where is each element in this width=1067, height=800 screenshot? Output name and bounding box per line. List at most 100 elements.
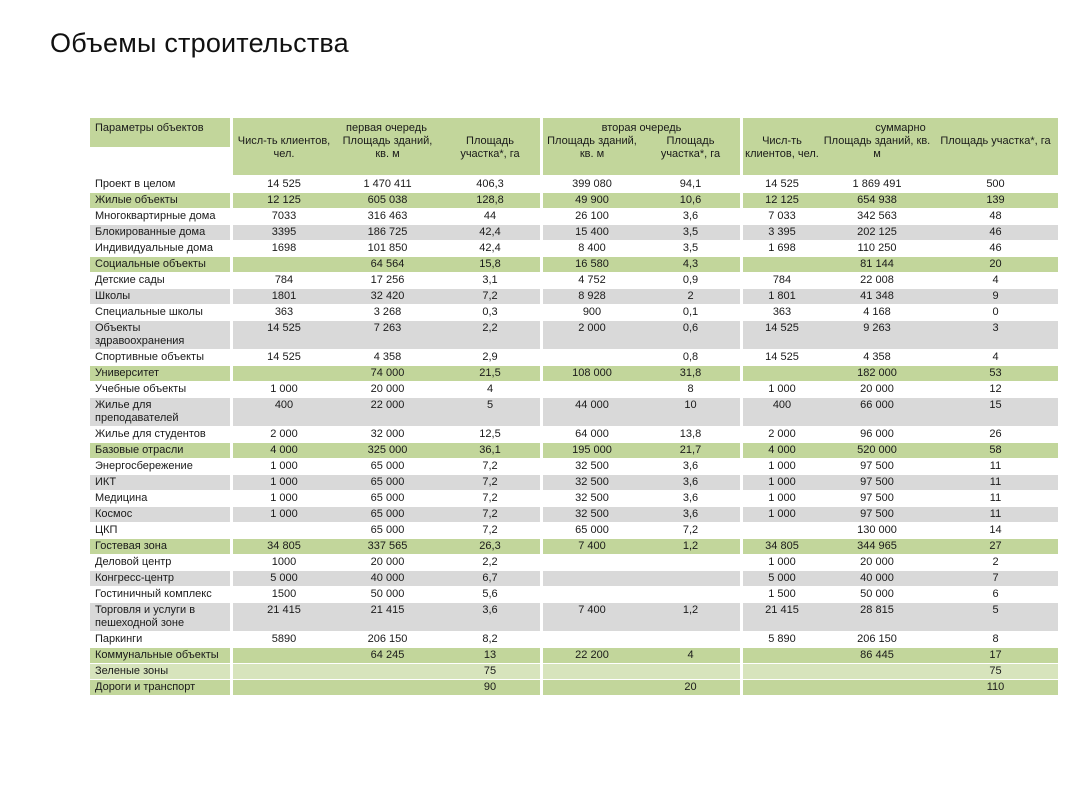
row-label: Блокированные дома <box>90 225 230 240</box>
cell: 182 000 <box>857 367 897 379</box>
cell: 22 000 <box>370 399 405 411</box>
cell: 50 000 <box>860 588 894 600</box>
cell: 1 000 <box>768 556 796 568</box>
cell: 32 500 <box>575 508 609 520</box>
row-group-segment: 65 000 7,2 <box>233 523 540 538</box>
cell: 48 <box>989 210 1002 222</box>
row-label: Деловой центр <box>90 555 230 570</box>
row-group-segment: 3 395 202 125 46 <box>743 225 1058 240</box>
table-row: Многоквартирные дома 7033 316 463 44 26 100 3… <box>90 209 1058 224</box>
cell <box>233 680 335 695</box>
cell: 7,2 <box>682 524 699 536</box>
group-header: первая очередь Числ-ть клиентов, чел. Площ… <box>233 118 540 175</box>
cell: 42,4 <box>479 242 501 254</box>
cell: 7,2 <box>482 476 498 488</box>
cell: 10,6 <box>679 194 702 206</box>
cell: 86 445 <box>860 649 894 661</box>
cell: 7,2 <box>482 460 498 472</box>
row-group-segment: 130 000 14 <box>743 523 1058 538</box>
cell: 316 463 <box>367 210 408 222</box>
cell: 44 000 <box>575 399 609 411</box>
cell: 0 <box>992 306 999 318</box>
group-title: первая очередь <box>346 122 427 134</box>
row-group-segment: 64 245 13 <box>233 648 540 663</box>
cell: 1 801 <box>768 290 796 302</box>
row-group-segment: 1 000 65 000 7,2 <box>233 507 540 522</box>
cell <box>641 587 740 602</box>
table-row: Гостиничный комплекс 1500 50 000 5,6 1 500 50… <box>90 587 1058 602</box>
cell: 3,5 <box>682 226 699 238</box>
cell: 3 395 <box>768 226 796 238</box>
row-label: ИКТ <box>90 475 230 490</box>
row-group-segment: 3395 186 725 42,4 <box>233 225 540 240</box>
row-group-segment: 75 <box>233 664 540 679</box>
cell: 4 168 <box>863 306 891 318</box>
cell: 8,2 <box>482 633 498 645</box>
cell <box>743 366 821 381</box>
row-label: Жилые объекты <box>90 193 230 208</box>
cell: 12 125 <box>765 194 799 206</box>
cell: 1,2 <box>682 604 699 616</box>
cell: 1698 <box>271 242 297 254</box>
row-group-segment: 12 125 605 038 128,8 <box>233 193 540 208</box>
cell: 65 000 <box>370 508 405 520</box>
row-group-segment: 21 415 28 815 5 <box>743 603 1058 631</box>
cell: 325 000 <box>367 444 408 456</box>
cell: 1 869 491 <box>852 178 902 190</box>
row-label: Гостевая зона <box>90 539 230 554</box>
cell: 6 <box>992 588 999 600</box>
cell: 206 150 <box>367 633 408 645</box>
row-group-segment: 32 500 3,6 <box>543 491 740 506</box>
cell: 1000 <box>271 556 297 568</box>
cell: 4 000 <box>270 444 298 456</box>
row-group-segment: 49 900 10,6 <box>543 193 740 208</box>
cell: 21,7 <box>679 444 702 456</box>
cell: 32 420 <box>370 290 405 302</box>
cell: 65 000 <box>575 524 609 536</box>
cell: 3,6 <box>682 476 699 488</box>
row-group-segment: 26 100 3,6 <box>543 209 740 224</box>
row-group-segment: 1 000 20 000 4 <box>233 382 540 397</box>
cell: 5 000 <box>768 572 796 584</box>
cell: 16 580 <box>575 258 609 270</box>
cell <box>543 555 641 570</box>
row-group-segment: 90 <box>233 680 540 695</box>
table-row: Жилье для преподавателей 400 22 000 5 44 000… <box>90 398 1058 426</box>
cell: 1 000 <box>270 492 298 504</box>
row-group-segment: 7 400 1,2 <box>543 539 740 554</box>
table-row: Паркинги 5890 206 150 8,2 5 890 206 150 8 <box>90 632 1058 647</box>
row-group-segment: 32 500 3,6 <box>543 507 740 522</box>
cell <box>641 555 740 570</box>
cell <box>641 571 740 586</box>
cell: 4 <box>992 274 999 286</box>
column-header: Площадь участка*, га <box>660 135 721 160</box>
cell: 2 <box>687 290 694 302</box>
row-group-segment: 363 3 268 0,3 <box>233 305 540 320</box>
row-group-segment: 44 000 10 <box>543 398 740 426</box>
cell: 12 125 <box>267 194 301 206</box>
group-header: вторая очередь Площадь зданий, кв. м Площа… <box>543 118 740 175</box>
cell: 0,6 <box>682 322 699 334</box>
cell: 64 245 <box>370 649 405 661</box>
cell: 3 268 <box>373 306 402 318</box>
cell <box>743 680 821 695</box>
cell <box>335 680 440 695</box>
row-group-segment: 5 000 40 000 7 <box>743 571 1058 586</box>
group-title: вторая очередь <box>601 122 682 134</box>
table-row: Коммунальные объекты 64 245 13 22 200 4 86 44… <box>90 648 1058 663</box>
cell: 1 000 <box>270 383 298 395</box>
cell: 206 150 <box>857 633 897 645</box>
row-label: Жилье для преподавателей <box>90 398 230 426</box>
cell <box>543 382 641 397</box>
cell: 1 000 <box>768 492 796 504</box>
cell: 50 000 <box>370 588 405 600</box>
row-group-segment: 81 144 20 <box>743 257 1058 272</box>
row-group-segment: 0,8 <box>543 350 740 365</box>
cell: 195 000 <box>572 444 612 456</box>
cell: 65 000 <box>370 476 405 488</box>
cell <box>233 664 335 679</box>
column-header-parameters: Параметры объектов <box>90 118 230 147</box>
cell: 605 038 <box>367 194 408 206</box>
row-group-segment: 1 000 65 000 7,2 <box>233 491 540 506</box>
row-group-segment: 2 000 96 000 26 <box>743 427 1058 442</box>
